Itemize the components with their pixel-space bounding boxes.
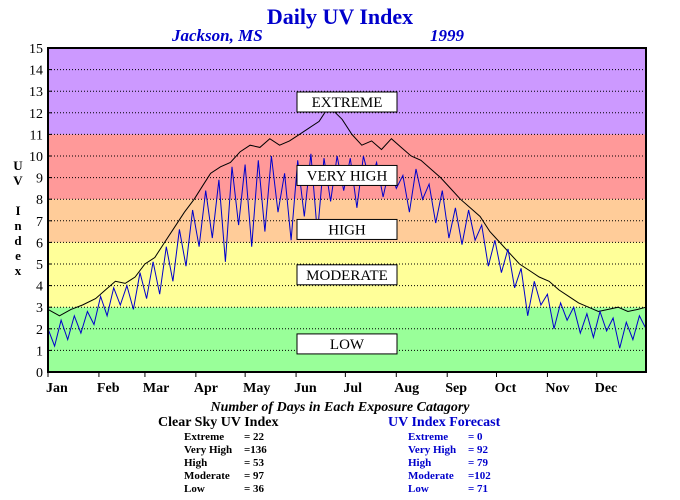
forecast-title: UV Index Forecast xyxy=(388,415,501,430)
stat-row: Very High = 92 xyxy=(408,444,500,457)
x-tick-labels: Jan Feb Mar Apr May Jun Jul Aug Sep Oct Nov Dec xyxy=(46,372,617,396)
clear-sky-stats: Clear Sky UV Index Extreme = 22 Very High… xyxy=(158,415,278,496)
location-label: Jackson, MS xyxy=(172,26,263,45)
y-tick-label: 2 xyxy=(36,323,43,338)
year-label: 1999 xyxy=(430,26,464,45)
stat-value: = 97 xyxy=(244,470,265,482)
stat-value: = 79 xyxy=(468,457,489,469)
stat-row: Low = 71 xyxy=(408,483,500,496)
y-axis-letter: x xyxy=(14,263,22,278)
x-tick-label: Nov xyxy=(545,381,569,396)
stat-label: Very High xyxy=(408,444,457,456)
stat-value: =102 xyxy=(468,470,491,482)
x-tick-label: Jul xyxy=(343,381,362,396)
band-label-text: EXTREME xyxy=(312,95,383,111)
x-tick-label: May xyxy=(243,381,270,396)
y-tick-label: 7 xyxy=(36,215,43,230)
stat-row: Low = 36 xyxy=(184,483,278,496)
stat-label: High xyxy=(408,457,432,469)
y-tick-label: 11 xyxy=(30,128,43,143)
band-label-moderate: MODERATE xyxy=(296,264,398,286)
stat-label: Extreme xyxy=(184,431,225,443)
gridlines xyxy=(48,69,646,351)
y-tick-label: 9 xyxy=(36,172,43,187)
stat-label: Low xyxy=(408,483,429,495)
band-label-box xyxy=(296,264,398,286)
y-tick-label: 8 xyxy=(36,193,43,208)
clear-sky-title: Clear Sky UV Index xyxy=(158,415,279,430)
stat-row: Extreme = 22 xyxy=(184,431,278,444)
y-tick-label: 12 xyxy=(29,107,43,122)
band-label-low: LOW xyxy=(296,333,398,355)
x-tick-label: Sep xyxy=(445,381,467,396)
y-tick-label: 6 xyxy=(36,236,43,251)
band-extreme xyxy=(48,48,646,135)
y-axis-letter: V xyxy=(13,173,23,188)
stat-label: Extreme xyxy=(408,431,449,443)
stat-value: = 71 xyxy=(468,483,489,495)
x-tick-label: Mar xyxy=(143,381,169,396)
stat-label: Very High xyxy=(184,444,233,456)
band-label-high: HIGH xyxy=(296,218,398,240)
band-label-extreme: EXTREME xyxy=(296,91,398,113)
band-label-box xyxy=(296,218,398,240)
stat-value: = 92 xyxy=(468,444,489,456)
stat-value: = 36 xyxy=(244,483,265,495)
forecast-stats: UV Index Forecast Extreme = 0 Very High = … xyxy=(388,415,500,496)
y-tick-label: 3 xyxy=(36,301,43,316)
stat-value: =136 xyxy=(244,444,267,456)
stat-label: Moderate xyxy=(184,470,230,482)
stat-value: = 0 xyxy=(468,431,483,443)
y-axis-letter: I xyxy=(15,203,21,218)
clear-sky-line xyxy=(47,105,647,317)
stat-value: = 22 xyxy=(244,431,265,443)
stat-row: Very High =136 xyxy=(184,444,278,457)
band-label-box xyxy=(296,164,398,186)
plot-frame xyxy=(47,47,647,373)
stat-label: Low xyxy=(184,483,205,495)
stat-row: Extreme = 0 xyxy=(408,431,500,444)
x-tick-label: Jun xyxy=(294,381,317,396)
x-tick-label: Dec xyxy=(595,381,618,396)
band-labels: EXTREME VERY HIGH HIGH MODERATE LOW xyxy=(296,91,398,355)
y-tick-label: 0 xyxy=(36,366,43,381)
band-label-text: LOW xyxy=(330,337,365,353)
y-tick-label: 10 xyxy=(29,150,43,165)
x-tick-label: Aug xyxy=(394,381,419,396)
y-tick-label: 13 xyxy=(29,85,43,100)
y-tick-label: 14 xyxy=(29,64,43,79)
y-axis-letter: e xyxy=(15,248,21,263)
stat-row: Moderate =102 xyxy=(408,470,500,483)
stat-row: High = 53 xyxy=(184,457,278,470)
band-label-box xyxy=(296,333,398,355)
stat-label: Moderate xyxy=(408,470,454,482)
chart-title: Daily UV Index xyxy=(266,4,414,29)
y-tick-label: 4 xyxy=(36,280,43,295)
band-label-very-high: VERY HIGH xyxy=(296,164,398,186)
x-tick-label: Jan xyxy=(46,381,68,396)
band-label-text: MODERATE xyxy=(306,268,388,284)
y-axis-title: U V I n d e x xyxy=(10,158,26,278)
stat-row: High = 79 xyxy=(408,457,500,470)
days-caption: Number of Days in Each Exposure Catagory xyxy=(210,400,470,415)
stat-value: = 53 xyxy=(244,457,265,469)
x-tick-label: Oct xyxy=(495,381,517,396)
x-tick-label: Apr xyxy=(194,381,218,396)
band-label-text: HIGH xyxy=(328,222,366,238)
y-tick-label: 1 xyxy=(36,344,43,359)
y-axis-letter: U xyxy=(13,158,23,173)
band-label-text: VERY HIGH xyxy=(307,168,388,184)
x-tick-label: Feb xyxy=(97,381,120,396)
y-axis-letter xyxy=(10,188,26,203)
y-axis-letter: d xyxy=(14,233,22,248)
y-axis-letter: n xyxy=(14,218,22,233)
band-label-box xyxy=(296,91,398,113)
stat-label: High xyxy=(184,457,208,469)
stat-row: Moderate = 97 xyxy=(184,470,278,483)
y-tick-label: 15 xyxy=(29,42,43,57)
y-tick-label: 5 xyxy=(36,258,43,273)
